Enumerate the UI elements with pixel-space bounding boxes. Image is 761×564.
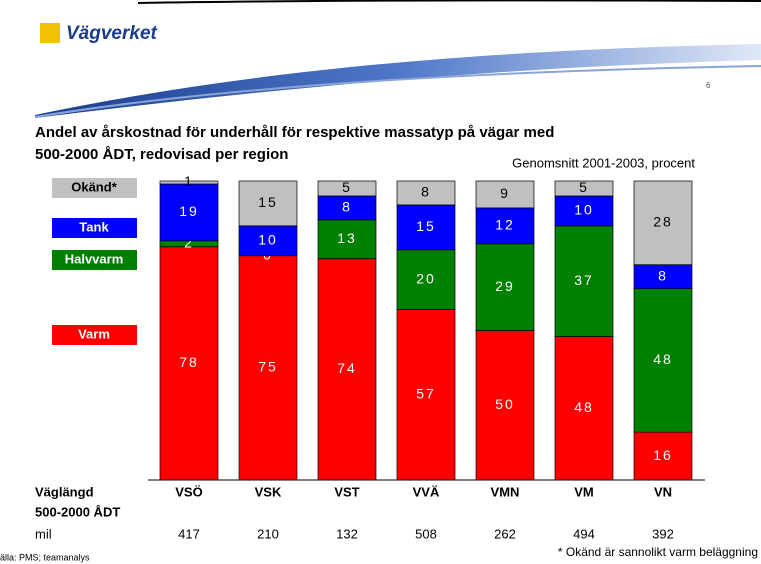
page-number: 6 [706,81,711,90]
data-label: 1 [184,173,194,189]
logo-text: Vägverket [66,23,158,44]
length-value: 262 [494,526,516,541]
data-label: 19 [179,203,199,219]
data-label: 37 [574,272,594,288]
row-label: Väglängd [35,484,94,499]
x-tick-label: VSK [255,484,282,499]
length-value: 417 [178,526,200,541]
length-value: 132 [336,526,358,541]
logo-icon [40,23,60,43]
footnote: * Okänd är sannolikt varm beläggning [558,545,758,559]
row-unit: mil [35,526,52,541]
data-label: 48 [574,399,594,415]
chart-subtitle: Genomsnitt 2001-2003, procent [512,155,695,170]
data-label: 28 [653,214,673,230]
data-label: 9 [500,185,510,201]
data-label: 78 [179,354,199,370]
data-label: 57 [416,385,436,401]
source: Källa: PMS; teamanalys [0,552,90,562]
data-label: 15 [258,194,278,210]
legend-label: Halvvarm [65,251,124,266]
data-label: 10 [574,202,594,218]
legend-label: Tank [79,219,109,234]
x-tick-label: VM [574,484,594,499]
data-label: 5 [342,179,352,195]
x-tick-label: VN [654,484,672,499]
slide: Vägverket 6 Andel av årskostnad för unde… [0,0,761,564]
data-label: 16 [653,447,673,463]
length-value: 508 [415,526,437,541]
length-value: 210 [257,526,279,541]
data-label: 75 [258,359,278,375]
length-value: 494 [573,526,595,541]
chart-title: 500-2000 ÅDT, redovisad per region [35,146,288,163]
x-tick-label: VMN [491,484,520,499]
data-label: 13 [337,230,357,246]
chart-title: Andel av årskostnad för underhåll för re… [35,124,554,141]
data-label: 8 [658,267,668,283]
data-label: 48 [653,351,673,367]
x-tick-label: VVÄ [413,484,440,499]
data-label: 8 [421,184,431,200]
x-tick-label: VST [334,484,359,499]
data-label: 50 [495,396,515,412]
data-label: 10 [258,232,278,248]
data-label: 74 [337,360,357,376]
legend-label: Varm [78,326,110,341]
data-label: 12 [495,217,515,233]
data-label: 15 [416,218,436,234]
data-label: 29 [495,278,515,294]
data-label: 20 [416,270,436,286]
data-label: 5 [579,179,589,195]
length-value: 392 [652,526,674,541]
row-label: 500-2000 ÅDT [35,504,120,519]
x-tick-label: VSÖ [175,484,202,499]
legend-label: Okänd* [71,179,117,194]
data-label: 8 [342,199,352,215]
